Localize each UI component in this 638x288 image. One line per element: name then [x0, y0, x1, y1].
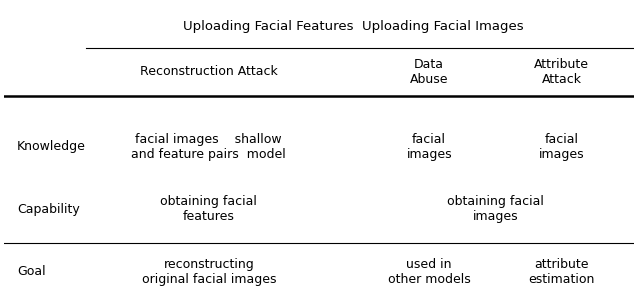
Text: attribute
estimation: attribute estimation — [528, 258, 595, 286]
Text: facial images    shallow
and feature pairs  model: facial images shallow and feature pairs … — [131, 133, 286, 161]
Text: facial
images: facial images — [538, 133, 584, 161]
Text: facial
images: facial images — [406, 133, 452, 161]
Text: Reconstruction Attack: Reconstruction Attack — [140, 65, 278, 78]
Text: reconstructing
original facial images: reconstructing original facial images — [142, 258, 276, 286]
Text: Knowledge: Knowledge — [17, 140, 85, 153]
Text: Data
Abuse: Data Abuse — [410, 58, 449, 86]
Text: Goal: Goal — [17, 265, 45, 278]
Text: Attribute
Attack: Attribute Attack — [534, 58, 589, 86]
Text: used in
other models: used in other models — [388, 258, 471, 286]
Text: Uploading Facial Features  Uploading Facial Images: Uploading Facial Features Uploading Faci… — [183, 20, 524, 33]
Text: obtaining facial
images: obtaining facial images — [447, 195, 544, 223]
Text: obtaining facial
features: obtaining facial features — [160, 195, 257, 223]
Text: Capability: Capability — [17, 203, 80, 216]
